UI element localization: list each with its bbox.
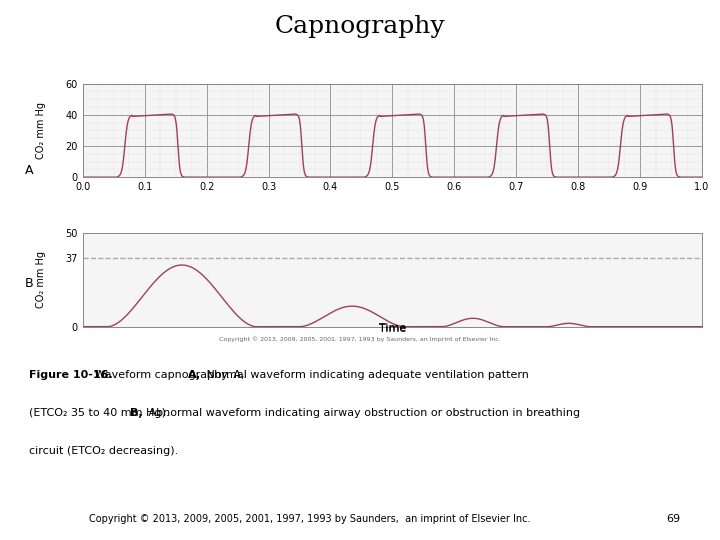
Text: Time: Time	[379, 323, 406, 333]
Text: B: B	[25, 277, 34, 290]
Text: circuit (ETCO₂ decreasing).: circuit (ETCO₂ decreasing).	[29, 446, 178, 456]
Text: B,: B,	[130, 408, 143, 418]
Y-axis label: CO₂ mm Hg: CO₂ mm Hg	[36, 252, 45, 308]
Text: Copyright © 2013, 2009, 2005, 2001, 1997, 1993 by Saunders, an Imprint of Elsevi: Copyright © 2013, 2009, 2005, 2001, 1997…	[219, 336, 501, 342]
Text: 69: 69	[666, 515, 680, 524]
Text: Waveform capnography. A,: Waveform capnography. A,	[91, 370, 245, 381]
Text: A,: A,	[188, 370, 201, 381]
Text: Figure 10-16.: Figure 10-16.	[29, 370, 112, 381]
Text: Copyright © 2013, 2009, 2005, 2001, 1997, 1993 by Saunders,  an imprint of Elsev: Copyright © 2013, 2009, 2005, 2001, 1997…	[89, 515, 531, 524]
Text: Capnography: Capnography	[275, 16, 445, 38]
Y-axis label: CO₂ mm Hg: CO₂ mm Hg	[36, 102, 45, 159]
Text: Abnormal waveform indicating airway obstruction or obstruction in breathing: Abnormal waveform indicating airway obst…	[145, 408, 580, 418]
Text: (ETCO₂ 35 to 40 mm Hg).: (ETCO₂ 35 to 40 mm Hg).	[29, 408, 173, 418]
Text: A: A	[25, 164, 34, 177]
Text: Time: Time	[379, 325, 406, 334]
Text: Normal waveform indicating adequate ventilation pattern: Normal waveform indicating adequate vent…	[203, 370, 528, 381]
